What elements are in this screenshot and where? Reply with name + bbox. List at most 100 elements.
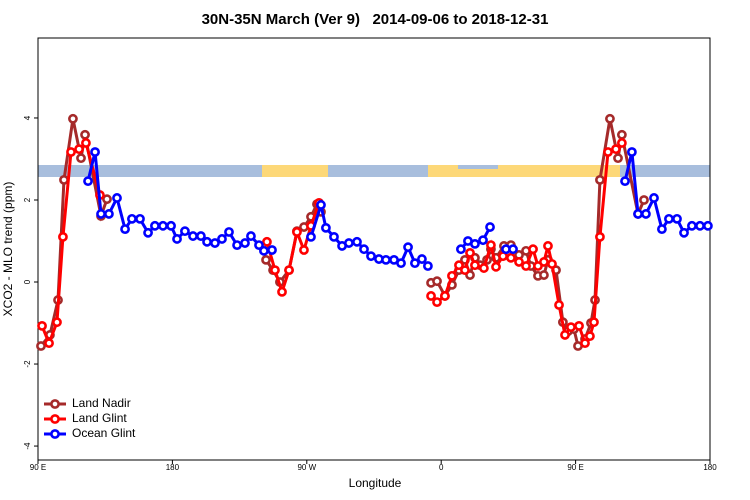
x-tick-label: 180 [166, 463, 180, 472]
point [580, 338, 590, 349]
point [521, 261, 531, 271]
point [605, 113, 615, 124]
point [620, 176, 630, 187]
y-tick-label: -4 [23, 442, 32, 450]
point [352, 236, 362, 247]
point [52, 317, 62, 328]
x-tick-label: 0 [439, 463, 444, 472]
point [423, 261, 433, 271]
point [432, 297, 442, 308]
point [102, 194, 112, 205]
point [259, 245, 269, 256]
point [641, 209, 651, 219]
surface-band [38, 165, 710, 177]
point [679, 227, 689, 238]
point [613, 153, 623, 164]
point [585, 331, 595, 342]
point [210, 238, 220, 248]
point [486, 240, 496, 251]
legend-label: Land Glint [72, 411, 127, 425]
point [554, 300, 564, 310]
point [447, 270, 457, 281]
legend-label: Land Nadir [72, 396, 131, 410]
x-tick-label: 90 E [567, 463, 583, 472]
point [143, 227, 153, 238]
point [703, 220, 713, 231]
point [508, 244, 518, 255]
point [616, 129, 627, 140]
point [277, 286, 287, 297]
ocean-band [38, 165, 262, 177]
point [633, 209, 643, 219]
point [506, 252, 516, 263]
point [687, 220, 697, 231]
y-tick-label: 2 [23, 197, 32, 202]
legend-label: Ocean Glint [72, 426, 136, 440]
point [262, 236, 272, 247]
point [396, 258, 406, 269]
point [74, 144, 84, 155]
y-tick-label: 0 [23, 279, 32, 284]
point [664, 213, 674, 224]
x-tick-label: 90 E [30, 463, 46, 472]
series [83, 147, 713, 271]
point [135, 213, 145, 224]
point [270, 265, 280, 276]
series [37, 138, 627, 349]
point [485, 222, 495, 232]
legend-marker [50, 414, 60, 424]
point [81, 138, 91, 148]
point [366, 251, 376, 262]
x-tick-label: 180 [703, 463, 717, 472]
point [158, 220, 168, 231]
point [616, 138, 627, 148]
point [202, 236, 212, 247]
y-tick-label: -2 [23, 360, 32, 368]
point [37, 320, 47, 331]
point [172, 234, 182, 244]
plot-frame [37, 37, 711, 461]
point [66, 147, 76, 157]
point [359, 244, 369, 255]
point [528, 244, 538, 255]
point [440, 291, 450, 301]
land-band [262, 165, 328, 177]
y-tick-label: 4 [23, 115, 32, 120]
point [514, 257, 524, 267]
point [36, 341, 46, 351]
point [491, 261, 501, 272]
point [150, 220, 160, 231]
y-axis-label: XCO2 - MLO trend (ppm) [1, 182, 15, 317]
point [316, 200, 326, 210]
ocean-band [620, 165, 710, 177]
point [246, 231, 256, 241]
point [543, 241, 553, 251]
point [90, 147, 100, 157]
point [470, 238, 480, 249]
point [432, 276, 442, 287]
point [196, 231, 206, 241]
point [639, 195, 649, 205]
point [112, 193, 122, 203]
point [566, 322, 576, 333]
point [456, 244, 466, 255]
point [166, 220, 176, 231]
point [80, 129, 90, 140]
point [454, 260, 464, 271]
point [403, 242, 413, 253]
point [68, 113, 78, 124]
point [267, 245, 277, 255]
point [292, 227, 302, 237]
point [547, 259, 557, 269]
ocean-band [458, 165, 498, 169]
point [104, 209, 114, 219]
point [306, 232, 316, 242]
point [410, 258, 420, 269]
point [127, 213, 137, 224]
point [344, 238, 354, 248]
point [595, 174, 605, 185]
point [479, 263, 489, 273]
